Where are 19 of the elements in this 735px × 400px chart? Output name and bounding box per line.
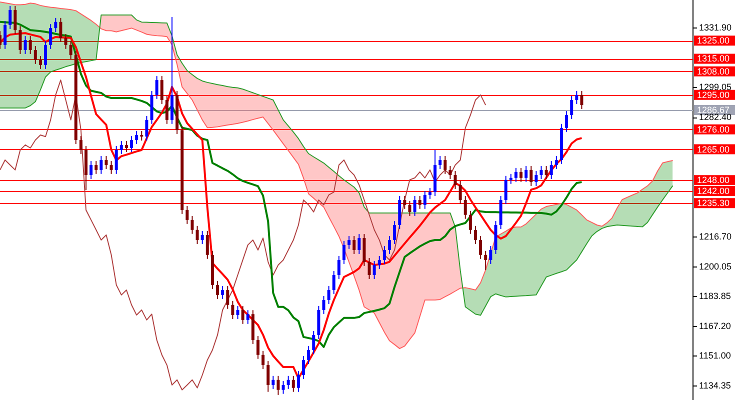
ref-line-label: 1235.30: [697, 198, 730, 208]
ref-line-label: 1242.00: [697, 186, 730, 196]
ref-line-label: 1265.00: [697, 144, 730, 154]
ref-line-label: 1276.00: [697, 124, 730, 134]
y-tick-label: 1216.70: [699, 231, 732, 242]
ref-line-label: 1308.00: [697, 66, 730, 76]
ref-line-label: 1315.00: [697, 54, 730, 64]
y-tick-label: 1167.20: [699, 320, 731, 331]
ref-line-label: 1286.67: [697, 105, 730, 115]
ref-line-label: 1248.00: [697, 175, 730, 186]
y-tick-label: 1151.00: [699, 350, 731, 360]
y-tick-label: 1200.05: [699, 261, 732, 272]
ref-line-label: 1295.00: [697, 90, 730, 100]
y-tick-label: 1282.40: [699, 112, 732, 122]
y-tick-label: 1134.35: [699, 380, 731, 390]
y-tick-label: 1183.85: [699, 290, 731, 301]
ref-line-label: 1325.00: [697, 36, 730, 46]
y-tick-label: 1299.05: [699, 82, 732, 92]
y-tick-label: 1331.90: [699, 22, 732, 33]
